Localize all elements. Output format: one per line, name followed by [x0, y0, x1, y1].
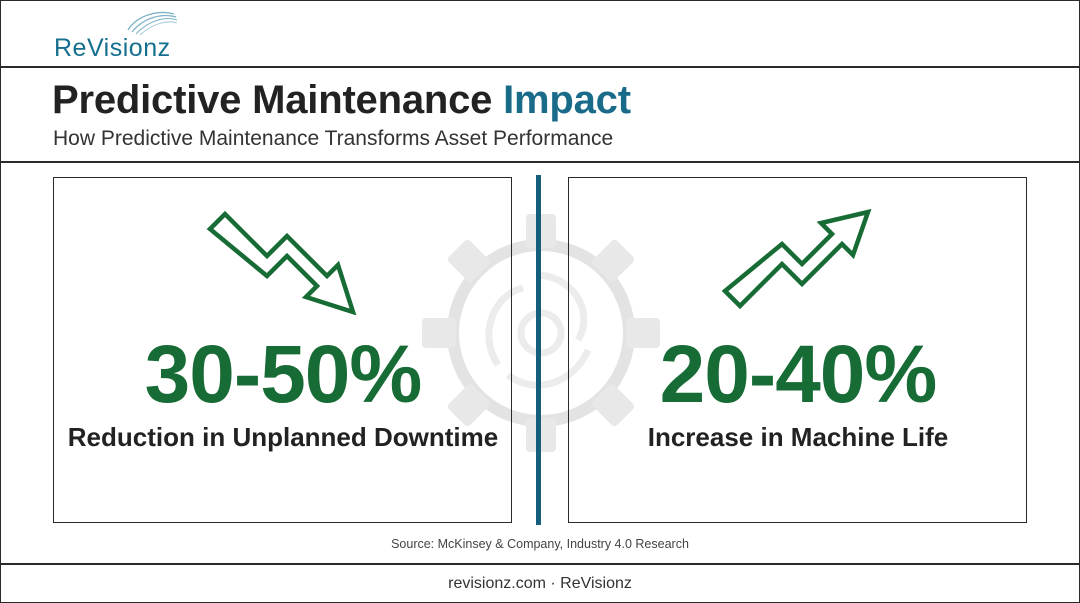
stat-card-downtime	[53, 177, 512, 523]
revisionz-logo: ReVisionz	[50, 8, 190, 64]
stat-label-downtime: Reduction in Unplanned Downtime	[67, 422, 499, 452]
footer-text: revisionz.com · ReVisionz	[448, 575, 632, 592]
source-citation: Source: McKinsey & Company, Industry 4.0…	[391, 537, 689, 551]
stat-label-machine-life: Increase in Machine Life	[647, 422, 949, 452]
logo-text: ReVisionz	[54, 34, 171, 62]
header-rule	[0, 66, 1080, 68]
logo-swoosh-icon	[127, 11, 178, 36]
trend-up-arrow-icon	[721, 208, 872, 310]
gear-watermark-icon	[422, 214, 660, 452]
footer-rule	[0, 563, 1080, 565]
page-subtitle: How Predictive Maintenance Transforms As…	[53, 127, 614, 150]
page-title: Predictive Maintenance Impact	[52, 78, 631, 123]
stat-value-downtime: 30-50%	[144, 329, 423, 420]
center-divider	[536, 175, 541, 525]
stat-card-machine-life	[568, 177, 1027, 523]
title-accent: Impact	[503, 78, 631, 122]
trend-down-arrow-icon	[206, 210, 357, 315]
title-rule	[0, 161, 1080, 163]
title-main: Predictive Maintenance	[52, 78, 504, 122]
stat-value-machine-life: 20-40%	[659, 329, 938, 420]
